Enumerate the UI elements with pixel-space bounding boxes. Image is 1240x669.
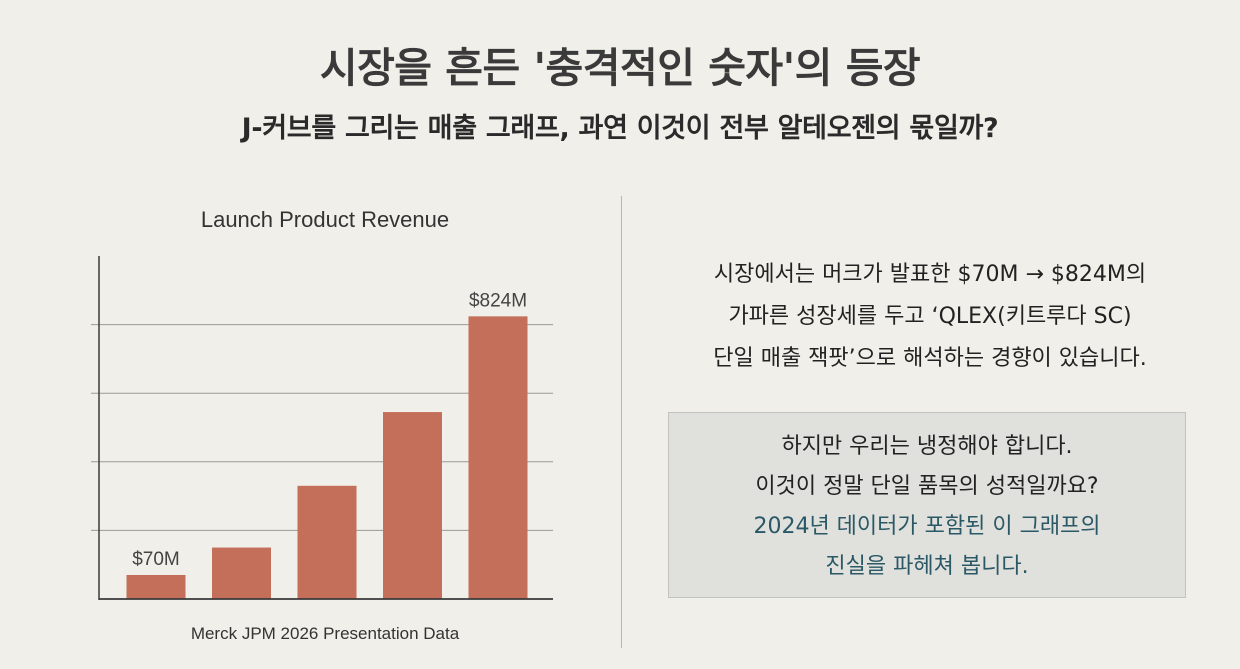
chart-bars [126,316,528,599]
chart-title: Launch Product Revenue [201,207,449,232]
revenue-bar [126,574,186,599]
revenue-bar-chart: Launch Product Revenue $70M $824M Merck J… [91,207,553,643]
callout-highlight-line: 진실을 파헤쳐 봅니다. [825,554,1029,579]
slide-title: 시장을 흔든 '충격적인 숫자'의 등장 [319,44,921,92]
callout-line: 이것이 정말 단일 품목의 성적일까요? [755,474,1099,499]
revenue-bar [468,316,528,599]
description-line: 단일 매출 잭팟’으로 해석하는 경향이 있습니다. [713,346,1147,371]
callout-line: 하지만 우리는 냉정해야 합니다. [781,434,1073,459]
bar-value-label: $824M [469,290,527,311]
callout-highlight-line: 2024년 데이터가 포함된 이 그래프의 [753,514,1101,539]
description-line: 시장에서는 머크가 발표한 $70M → $824M의 [713,262,1147,287]
chart-data-labels: $70M $824M [132,290,527,570]
market-interpretation-text: 시장에서는 머크가 발표한 $70M → $824M의 가파른 성장세를 두고 … [640,254,1220,380]
chart-source-note: Merck JPM 2026 Presentation Data [191,624,460,643]
description-line: 가파른 성장세를 두고 ‘QLEX(키트루다 SC) [728,304,1132,329]
revenue-bar [212,547,271,599]
bar-value-label: $70M [132,549,180,570]
revenue-bar [383,412,442,599]
vertical-divider [621,196,622,648]
callout-box: 하지만 우리는 냉정해야 합니다. 이것이 정말 단일 품목의 성적일까요? 2… [668,412,1186,598]
revenue-bar [297,485,357,599]
slide-subtitle: J-커브를 그리는 매출 그래프, 과연 이것이 전부 알테오젠의 몫일까? [241,113,999,144]
